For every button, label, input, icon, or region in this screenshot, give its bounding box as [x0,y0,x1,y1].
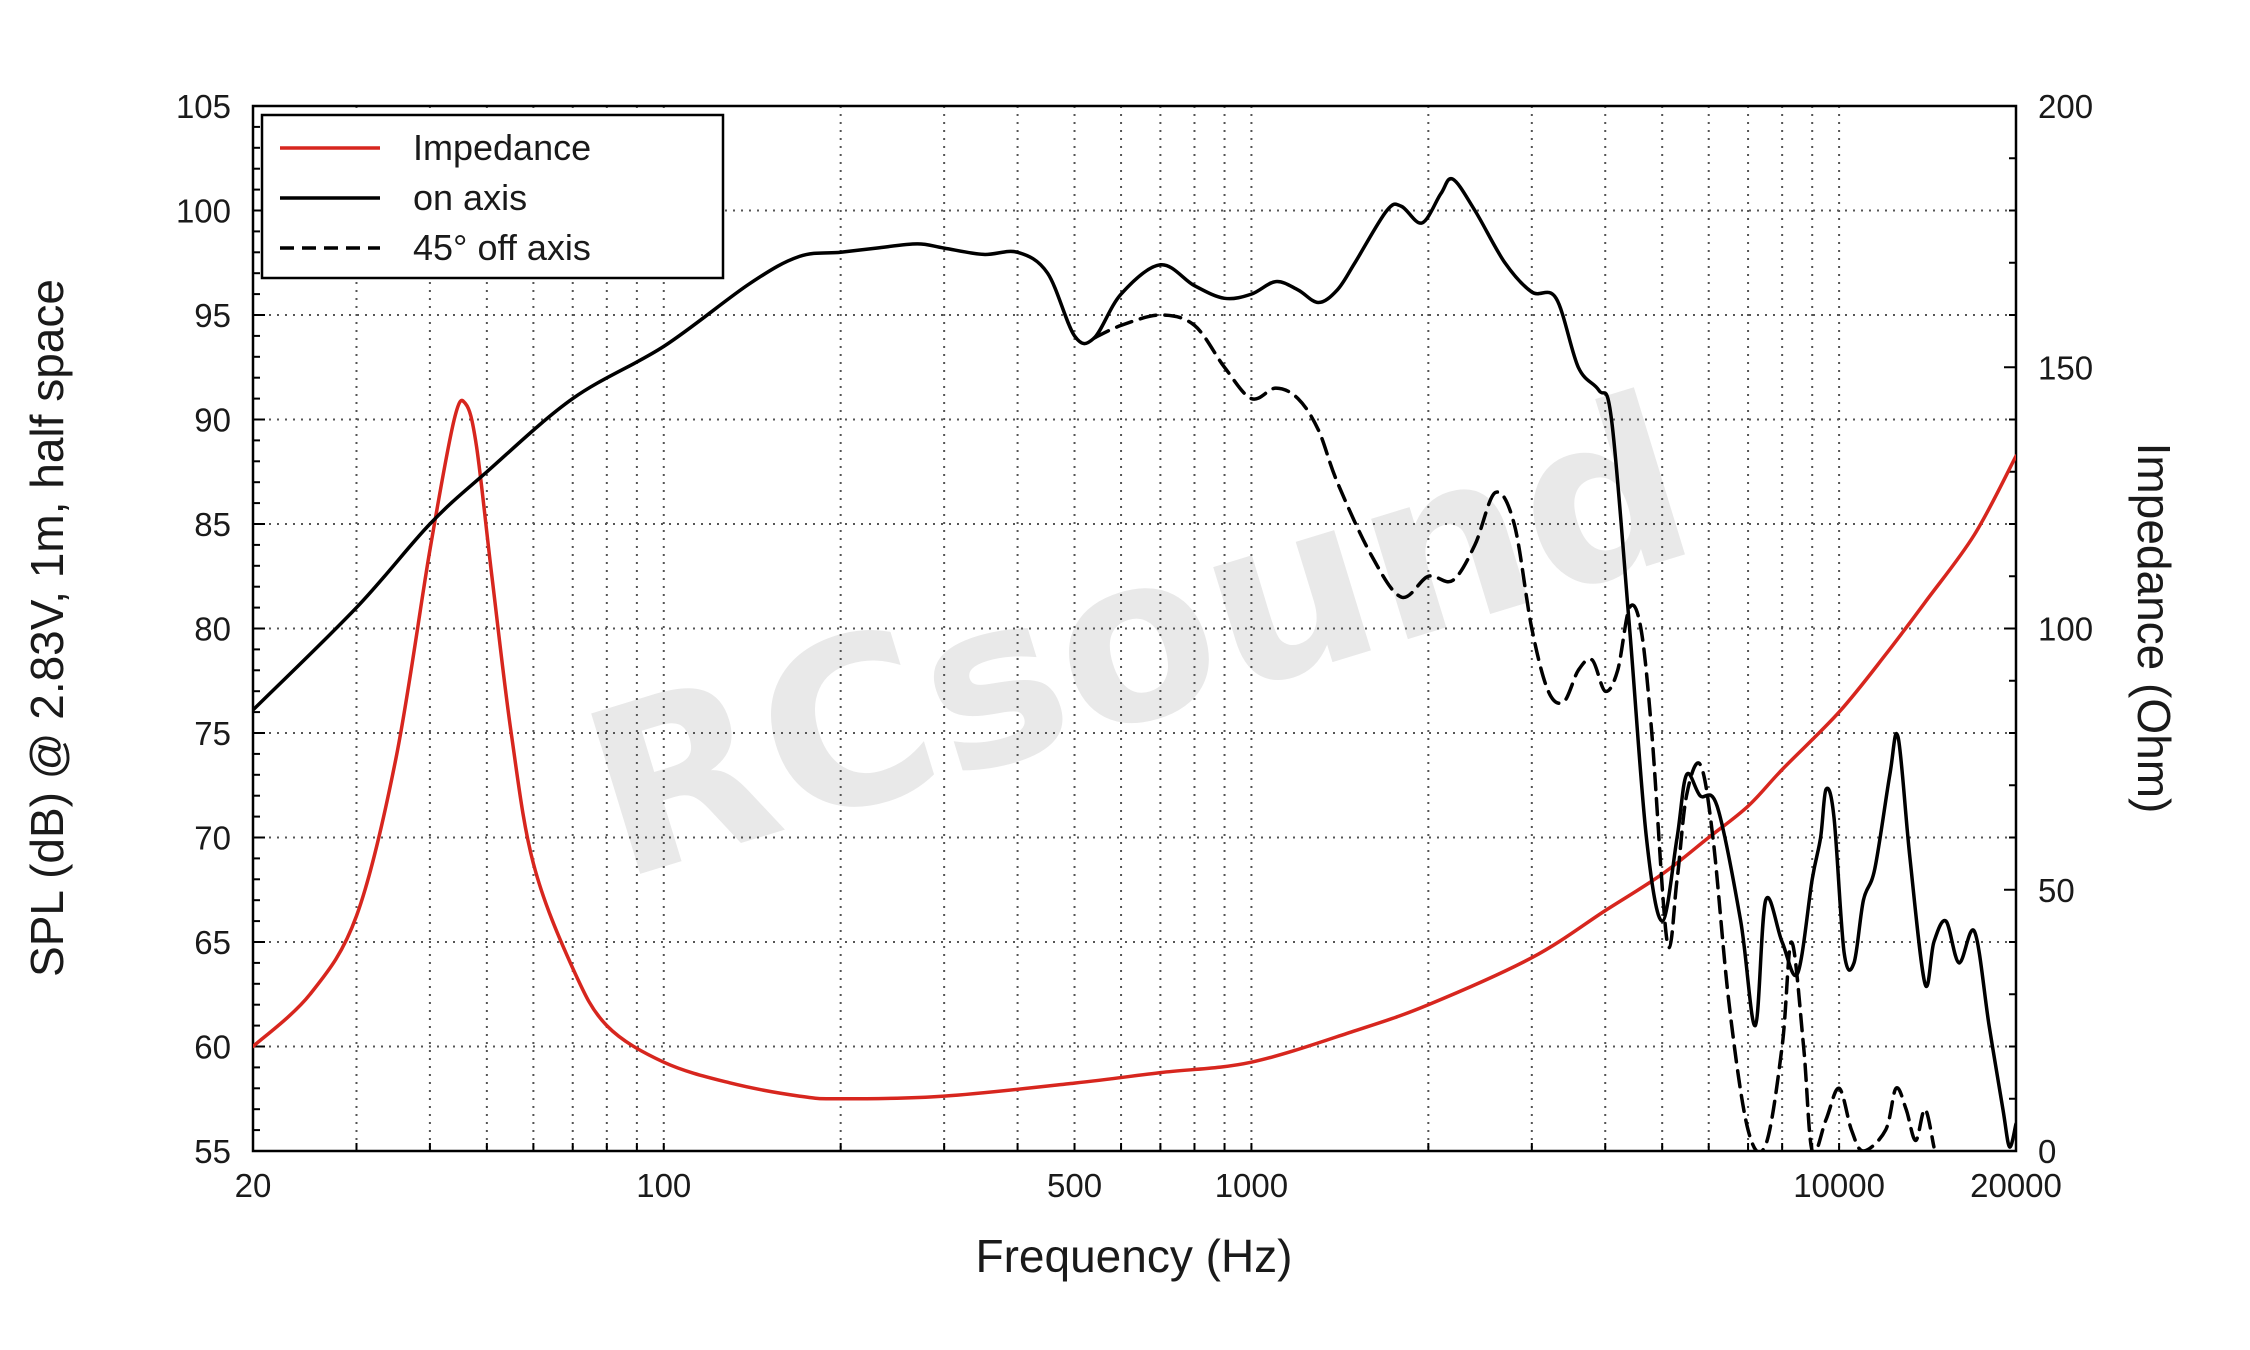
series-on-axis [253,176,2016,1149]
legend-label-impedance: Impedance [413,127,591,168]
y-left-tick-label: 55 [194,1133,231,1170]
series-impedance [253,398,2016,1101]
y-left-tick-label: 60 [194,1029,231,1066]
y-right-tick-label: 100 [2038,611,2093,648]
grid-lines [253,106,2016,1151]
y-left-tick-label: 65 [194,924,231,961]
y-right-axis-label: Impedance (Ohm) [2128,443,2180,814]
y-left-tick-label: 75 [194,715,231,752]
y-left-tick-label: 70 [194,820,231,857]
y-right-tick-label: 50 [2038,872,2075,909]
y-left-tick-label: 90 [194,402,231,439]
y-left-axis-label: SPL (dB) @ 2.83V, 1m, half space [21,279,73,977]
y-right-axis-tick-labels: 0 50 100 150 200 [2038,88,2093,1170]
x-tick-label: 20000 [1970,1167,2062,1204]
legend-label-on-axis: on axis [413,177,527,218]
y-right-tick-label: 150 [2038,349,2093,386]
x-tick-label: 20 [235,1167,272,1204]
x-axis-tick-labels: 20 100 500 1000 10000 20000 [235,1167,2062,1204]
legend: Impedance on axis 45° off axis [260,113,725,280]
y-left-tick-label: 85 [194,506,231,543]
y-right-tick-label: 200 [2038,88,2093,125]
y-right-tick-label: 0 [2038,1133,2056,1170]
x-tick-label: 500 [1047,1167,1102,1204]
y-left-tick-label: 95 [194,297,231,334]
y-left-tick-label: 100 [176,193,231,230]
x-tick-label: 1000 [1215,1167,1288,1204]
x-axis-label: Frequency (Hz) [976,1230,1293,1282]
legend-label-off-axis: 45° off axis [413,227,591,268]
y-left-tick-label: 105 [176,88,231,125]
x-tick-label: 100 [636,1167,691,1204]
watermark: RCsound [558,346,1719,933]
axis-minor-ticks [252,105,2017,1152]
y-left-tick-label: 80 [194,611,231,648]
y-left-axis-tick-labels: 55 60 65 70 75 80 85 90 95 100 105 [176,88,231,1170]
series-lines [253,176,2016,1151]
series-off-axis [1092,313,1936,1151]
x-tick-label: 10000 [1793,1167,1885,1204]
